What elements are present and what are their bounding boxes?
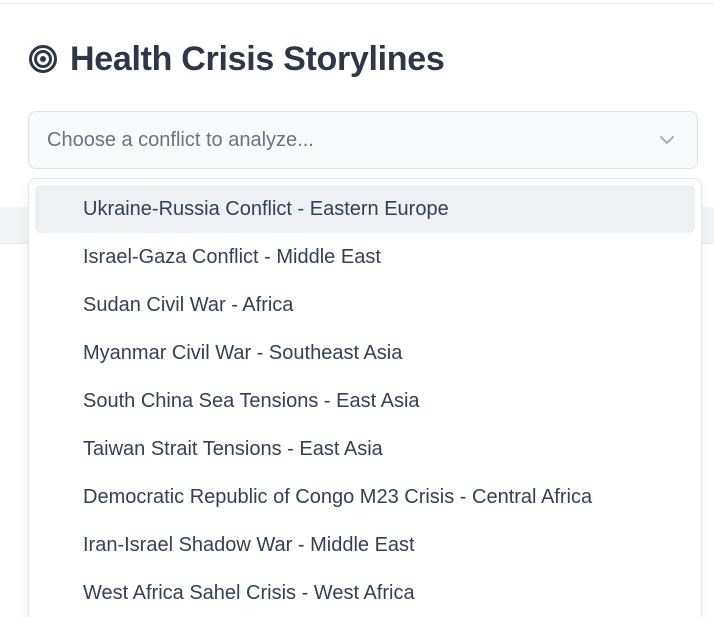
conflict-option[interactable]: Taiwan Strait Tensions - East Asia	[83, 438, 383, 460]
top-divider	[0, 0, 714, 4]
conflict-option[interactable]: Israel-Gaza Conflict - Middle East	[83, 246, 381, 268]
page-title: Health Crisis Storylines	[70, 39, 445, 78]
conflict-option[interactable]: Myanmar Civil War - Southeast Asia	[83, 342, 403, 364]
conflict-select[interactable]: Choose a conflict to analyze...	[28, 111, 698, 169]
conflict-option[interactable]: Ukraine-Russia Conflict - Eastern Europe	[35, 185, 695, 233]
target-icon	[29, 45, 57, 73]
conflict-option[interactable]: West Africa Sahel Crisis - West Africa	[83, 582, 415, 604]
chevron-down-icon[interactable]	[659, 134, 675, 146]
conflict-option[interactable]: Democratic Republic of Congo M23 Crisis …	[83, 486, 593, 508]
conflict-select-placeholder: Choose a conflict to analyze...	[47, 128, 314, 151]
header: Health Crisis Storylines	[28, 36, 445, 82]
conflict-option[interactable]: Sudan Civil War - Africa	[83, 294, 294, 316]
conflict-dropdown-menu: Ukraine-Russia Conflict - Eastern Europe…	[28, 178, 702, 617]
conflict-option[interactable]: Iran-Israel Shadow War - Middle East	[83, 534, 415, 556]
conflict-option[interactable]: South China Sea Tensions - East Asia	[83, 390, 420, 412]
